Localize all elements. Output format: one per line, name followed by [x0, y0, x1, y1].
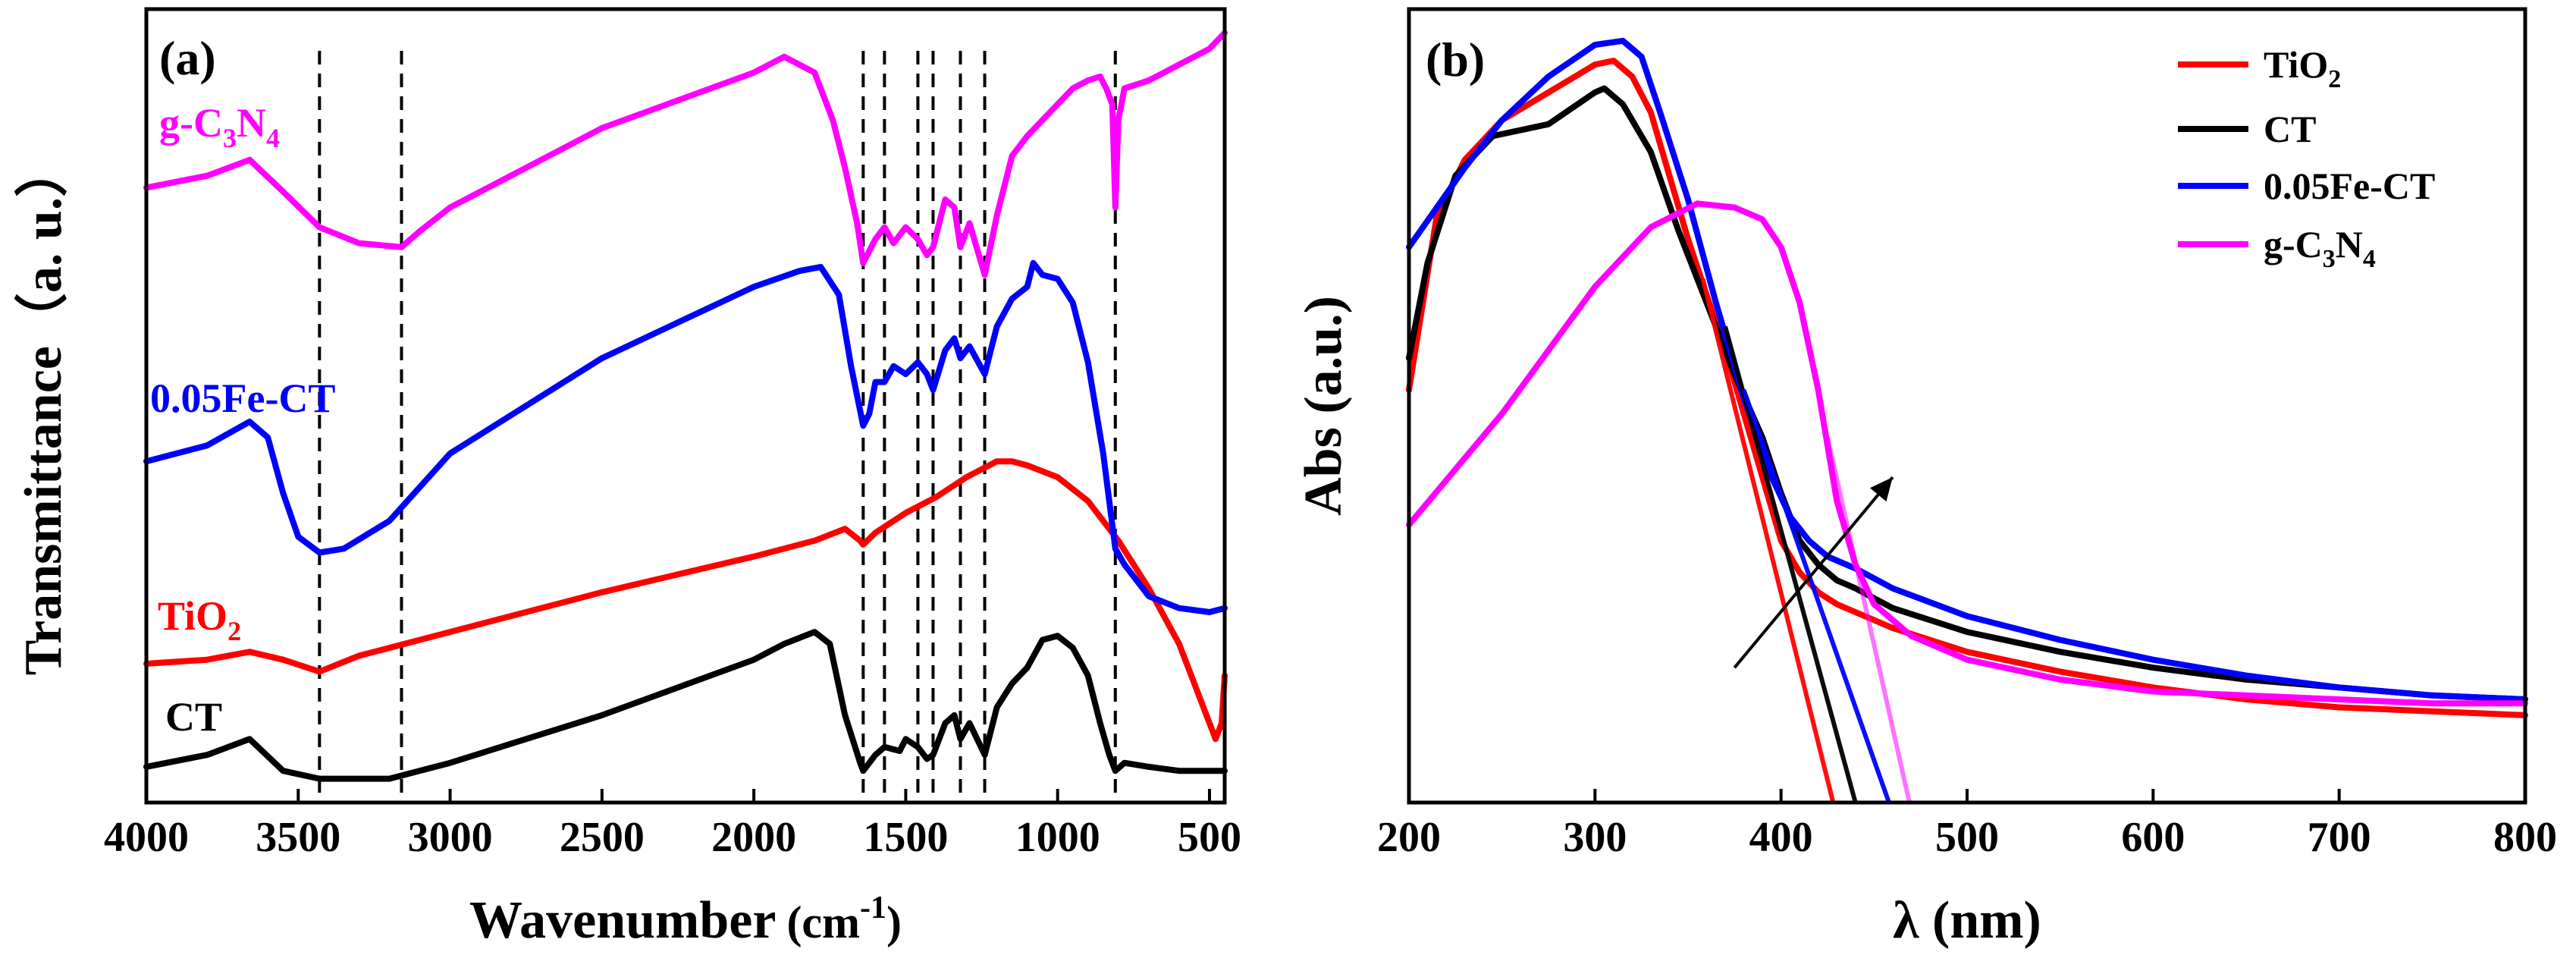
panel-a: 4000 3500 3000 2500 2000 1500 1000 500 (a) g-C3…	[14, 7, 1241, 950]
legend-item-tio2: TiO2	[2178, 43, 2341, 93]
legend-item-ct: CT	[2178, 108, 2316, 150]
x-tick-label: 2000	[711, 814, 796, 861]
series-line-g-c3n4	[1406, 200, 2528, 707]
tangent-line-tio2	[1700, 278, 1836, 803]
arrow-head	[1869, 477, 1893, 502]
x-tick-label: 2500	[560, 814, 645, 861]
series-line-tio2	[143, 458, 1228, 743]
panel-b: 200 300 400 500 600 700 800 (b) TiO2 CT 0.05Fe…	[1294, 7, 2557, 950]
series-lines	[143, 30, 1228, 782]
legend-label: TiO2	[2264, 43, 2341, 93]
legend-item-0.05fe-ct: 0.05Fe-CT	[2178, 165, 2435, 207]
x-tick-label: 4000	[104, 814, 189, 861]
reference-lines	[318, 51, 1117, 801]
series-label-tio2: TiO2	[158, 593, 241, 646]
x-axis-title: Wavenumber (cm-1)	[469, 891, 902, 950]
plot-frame	[1407, 7, 2527, 805]
series-line-ct	[143, 629, 1228, 782]
x-tick-label: 600	[2121, 814, 2185, 861]
legend-item-g-c3n4: g-C3N4	[2178, 223, 2376, 273]
x-axis-title: λ (nm)	[1893, 891, 2041, 950]
y-axis-title: Abs (a.u.)	[1294, 296, 1353, 516]
plot-frame	[144, 7, 1227, 805]
panel-label: (b)	[1426, 33, 1485, 86]
x-tick-label: 500	[1935, 814, 1999, 861]
x-tick-label: 1500	[863, 814, 948, 861]
x-tick-label: 3500	[256, 814, 340, 861]
series-label-g-c3n4: g-C3N4	[159, 100, 280, 153]
y-axis-title: Transmittance（a. u.）	[14, 144, 73, 676]
series-label-ct: CT	[165, 694, 222, 740]
x-tick-label: 200	[1377, 814, 1441, 861]
x-tick-label: 400	[1749, 814, 1813, 861]
series-line-g-c3n4	[143, 30, 1228, 278]
tangent-line-ct	[1723, 325, 1858, 803]
panel-label: (a)	[159, 31, 216, 85]
x-tick-label: 500	[1178, 814, 1241, 861]
x-tick-label: 300	[1563, 814, 1627, 861]
x-ticks: 200 300 400 500 600 700 800	[1377, 789, 2557, 861]
tangent-line-0.05fe-ct	[1741, 389, 1891, 803]
legend: TiO2 CT 0.05Fe-CT g-C3N4	[2178, 43, 2435, 273]
trend-arrow	[1733, 476, 1894, 669]
series-lines	[1406, 37, 2528, 718]
x-tick-label: 1000	[1015, 814, 1100, 861]
tangent-lines	[1700, 278, 1912, 803]
arrow-shaft	[1733, 476, 1894, 669]
series-line-tio2	[1406, 58, 2528, 718]
x-ticks: 4000 3500 3000 2500 2000 1500 1000 500	[104, 789, 1241, 861]
legend-label: g-C3N4	[2264, 223, 2376, 273]
x-tick-label: 800	[2493, 814, 2557, 861]
tangent-line-g-c3n4	[1825, 437, 1912, 803]
series-line-0.05fe-ct	[1406, 37, 2528, 702]
x-tick-label: 700	[2308, 814, 2371, 861]
series-label-0.05fe-ct: 0.05Fe-CT	[150, 375, 335, 421]
x-tick-label: 3000	[408, 814, 493, 861]
legend-label: CT	[2264, 108, 2316, 150]
legend-label: 0.05Fe-CT	[2264, 165, 2435, 207]
series-line-0.05fe-ct	[143, 259, 1228, 615]
